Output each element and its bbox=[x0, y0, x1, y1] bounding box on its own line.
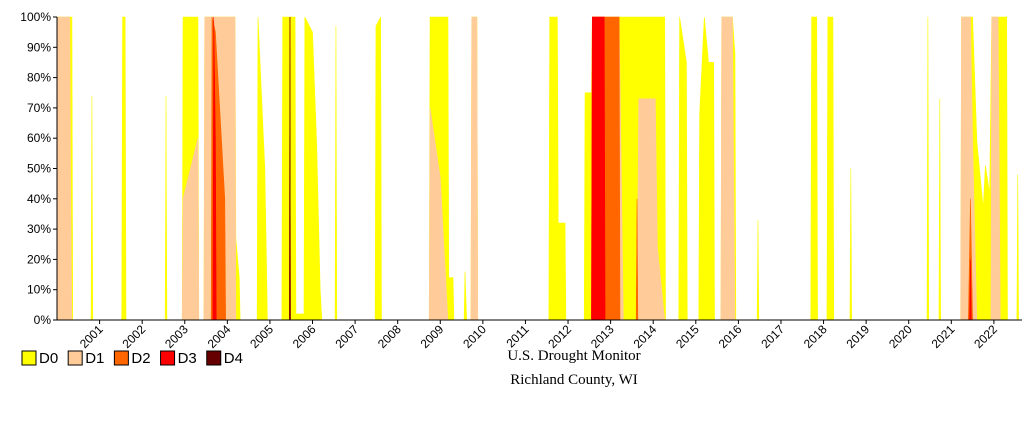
y-tick-label: 20% bbox=[27, 252, 51, 266]
legend-label: D2 bbox=[131, 350, 150, 367]
legend-label: D4 bbox=[224, 350, 243, 367]
y-tick-label: 10% bbox=[27, 283, 51, 297]
x-tick-label: 2019 bbox=[843, 322, 872, 351]
y-tick-label: 80% bbox=[27, 71, 51, 85]
y-tick-label: 70% bbox=[27, 101, 51, 115]
y-tick-label: 40% bbox=[27, 192, 51, 206]
y-tick-label: 30% bbox=[27, 222, 51, 236]
x-tick-label: 2018 bbox=[801, 322, 830, 351]
x-tick-label: 2010 bbox=[460, 322, 489, 351]
x-tick-label: 2014 bbox=[631, 322, 660, 351]
legend-swatch bbox=[21, 350, 37, 366]
legend-swatch bbox=[206, 350, 222, 366]
legend-swatch bbox=[67, 350, 83, 366]
y-tick-label: 100% bbox=[20, 10, 51, 24]
x-tick-label: 2008 bbox=[375, 322, 404, 351]
x-tick-label: 2016 bbox=[716, 322, 745, 351]
legend-swatch bbox=[113, 350, 129, 366]
x-tick-label: 2001 bbox=[77, 322, 106, 351]
x-tick-label: 2020 bbox=[886, 322, 915, 351]
drought-area bbox=[56, 16, 1022, 321]
legend-label: D0 bbox=[39, 350, 58, 367]
x-tick-label: 2004 bbox=[205, 322, 234, 351]
x-tick-label: 2013 bbox=[588, 322, 617, 351]
legend-swatch bbox=[160, 350, 176, 366]
x-tick-label: 2007 bbox=[332, 322, 361, 351]
x-tick-label: 2002 bbox=[120, 322, 149, 351]
x-tick-label: 2011 bbox=[503, 322, 531, 350]
x-tick-label: 2022 bbox=[971, 322, 1000, 351]
legend-label: D1 bbox=[85, 350, 104, 367]
y-tick-label: 90% bbox=[27, 40, 51, 54]
chart-subtitle: Richland County, WI bbox=[510, 372, 638, 388]
y-tick-label: 50% bbox=[27, 162, 51, 176]
x-tick-label: 2021 bbox=[929, 322, 958, 351]
x-tick-label: 2006 bbox=[290, 322, 319, 351]
chart-title: U.S. Drought Monitor bbox=[507, 348, 640, 364]
x-tick-label: 2012 bbox=[545, 322, 574, 351]
x-tick-label: 2003 bbox=[162, 322, 191, 351]
y-tick-label: 0% bbox=[34, 313, 52, 327]
x-tick-label: 2005 bbox=[247, 322, 276, 351]
legend-label: D3 bbox=[178, 350, 197, 367]
x-tick-label: 2009 bbox=[418, 322, 447, 351]
y-tick-label: 60% bbox=[27, 131, 51, 145]
drought-area bbox=[289, 16, 291, 321]
drought-area bbox=[212, 16, 972, 321]
x-tick-label: 2015 bbox=[673, 322, 702, 351]
x-tick-label: 2017 bbox=[758, 322, 787, 351]
